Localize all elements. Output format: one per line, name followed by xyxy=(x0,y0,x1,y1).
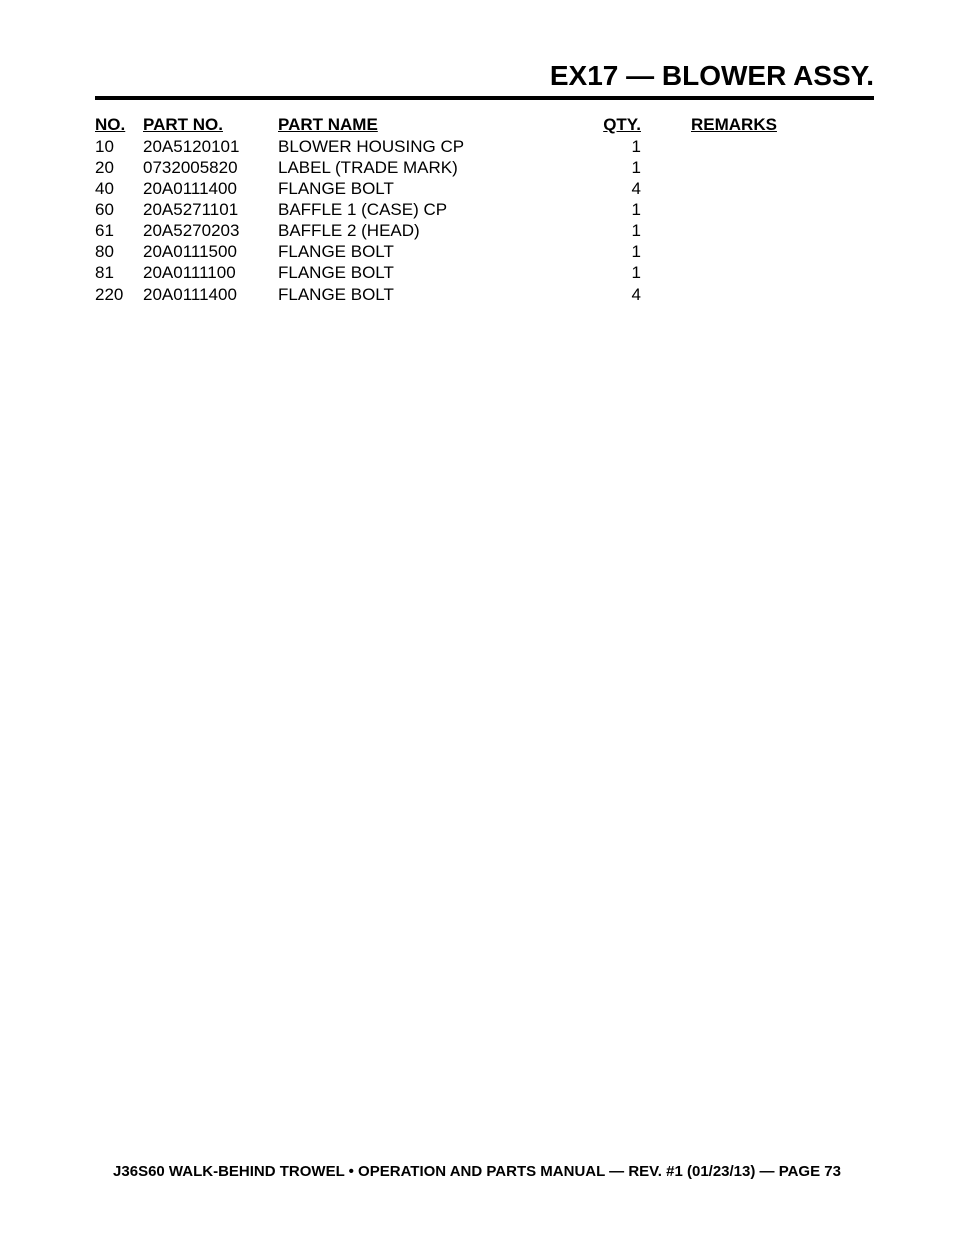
cell-partname: BLOWER HOUSING CP xyxy=(278,136,556,157)
cell-partname: FLANGE BOLT xyxy=(278,262,556,283)
table-row: 4020A0111400FLANGE BOLT4 xyxy=(95,178,874,199)
col-header-no: NO. xyxy=(95,115,143,135)
col-header-qty: QTY. xyxy=(556,115,641,135)
cell-remarks xyxy=(641,262,841,283)
page-title: EX17 — BLOWER ASSY. xyxy=(550,60,874,92)
cell-no: 40 xyxy=(95,178,143,199)
col-header-partno: PART NO. xyxy=(143,115,278,135)
cell-no: 10 xyxy=(95,136,143,157)
cell-remarks xyxy=(641,241,841,262)
table-row: 6020A5271101BAFFLE 1 (CASE) CP1 xyxy=(95,199,874,220)
parts-table: NO. PART NO. PART NAME QTY. REMARKS 1020… xyxy=(95,115,874,305)
cell-qty: 4 xyxy=(556,284,641,305)
cell-qty: 1 xyxy=(556,262,641,283)
cell-remarks xyxy=(641,136,841,157)
title-underline xyxy=(95,96,874,100)
table-row: 8020A0111500FLANGE BOLT1 xyxy=(95,241,874,262)
cell-partname: BAFFLE 2 (HEAD) xyxy=(278,220,556,241)
cell-qty: 1 xyxy=(556,136,641,157)
cell-qty: 1 xyxy=(556,199,641,220)
cell-partno: 0732005820 xyxy=(143,157,278,178)
table-body: 1020A5120101BLOWER HOUSING CP12007320058… xyxy=(95,136,874,305)
table-header-row: NO. PART NO. PART NAME QTY. REMARKS xyxy=(95,115,874,135)
cell-partno: 20A0111100 xyxy=(143,262,278,283)
cell-remarks xyxy=(641,284,841,305)
cell-no: 60 xyxy=(95,199,143,220)
cell-remarks xyxy=(641,199,841,220)
cell-remarks xyxy=(641,157,841,178)
table-row: 22020A0111400FLANGE BOLT4 xyxy=(95,284,874,305)
cell-no: 61 xyxy=(95,220,143,241)
table-row: 6120A5270203BAFFLE 2 (HEAD)1 xyxy=(95,220,874,241)
col-header-partname: PART NAME xyxy=(278,115,556,135)
cell-partname: FLANGE BOLT xyxy=(278,241,556,262)
col-header-remarks: REMARKS xyxy=(641,115,841,135)
cell-no: 80 xyxy=(95,241,143,262)
cell-no: 20 xyxy=(95,157,143,178)
cell-remarks xyxy=(641,220,841,241)
cell-no: 81 xyxy=(95,262,143,283)
cell-partname: FLANGE BOLT xyxy=(278,178,556,199)
cell-partno: 20A5270203 xyxy=(143,220,278,241)
cell-qty: 4 xyxy=(556,178,641,199)
cell-partno: 20A5120101 xyxy=(143,136,278,157)
page-footer: J36S60 WALK-BEHIND TROWEL • OPERATION AN… xyxy=(0,1163,954,1180)
cell-no: 220 xyxy=(95,284,143,305)
cell-partname: BAFFLE 1 (CASE) CP xyxy=(278,199,556,220)
cell-partno: 20A0111500 xyxy=(143,241,278,262)
table-row: 200732005820LABEL (TRADE MARK)1 xyxy=(95,157,874,178)
cell-qty: 1 xyxy=(556,241,641,262)
cell-partname: FLANGE BOLT xyxy=(278,284,556,305)
cell-partno: 20A0111400 xyxy=(143,178,278,199)
cell-remarks xyxy=(641,178,841,199)
cell-partno: 20A0111400 xyxy=(143,284,278,305)
table-row: 1020A5120101BLOWER HOUSING CP1 xyxy=(95,136,874,157)
cell-partno: 20A5271101 xyxy=(143,199,278,220)
cell-qty: 1 xyxy=(556,157,641,178)
cell-partname: LABEL (TRADE MARK) xyxy=(278,157,556,178)
cell-qty: 1 xyxy=(556,220,641,241)
table-row: 8120A0111100FLANGE BOLT1 xyxy=(95,262,874,283)
